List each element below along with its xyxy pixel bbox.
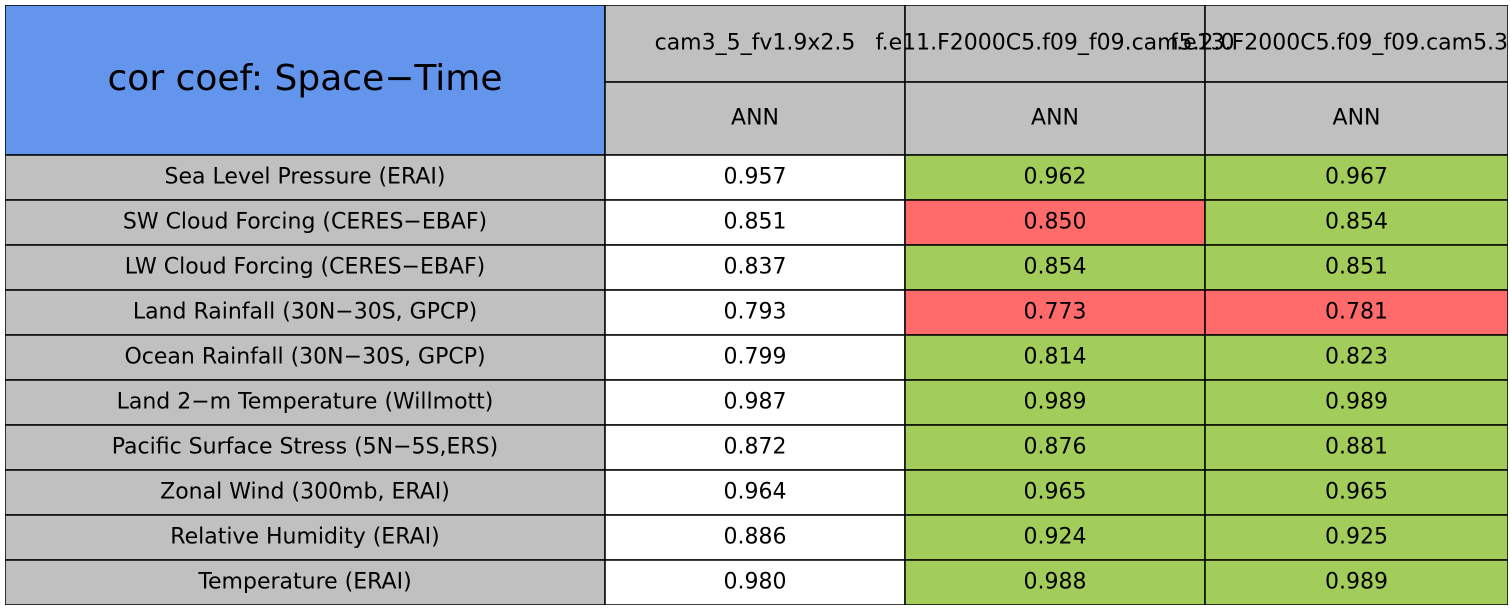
- row-label: Ocean Rainfall (30N−30S, GPCP): [124, 345, 485, 370]
- cell-value: 0.799: [724, 345, 787, 370]
- row-label-cell: [5, 199, 606, 246]
- row-label: SW Cloud Forcing (CERES−EBAF): [123, 210, 487, 235]
- cell-value: 0.987: [724, 390, 787, 415]
- row-label-cell: [5, 379, 606, 426]
- cell-value: 0.851: [724, 210, 787, 235]
- value-cell: [604, 334, 906, 381]
- value-cell: [1204, 154, 1508, 201]
- row-label-cell: [5, 469, 606, 516]
- season-header: ANN: [731, 106, 779, 131]
- column-header-cell: [604, 5, 906, 83]
- row-label: Temperature (ERAI): [197, 570, 411, 595]
- cell-value: 0.886: [724, 525, 787, 550]
- value-cell: [604, 199, 906, 246]
- column-header: f.e13.F2000C5.f09_f09.cam5.3.50: [1170, 31, 1510, 56]
- value-cell: [1204, 289, 1508, 336]
- column-header-cell: [904, 5, 1206, 83]
- season-header: ANN: [1333, 106, 1381, 131]
- row-label: Sea Level Pressure (ERAI): [165, 165, 446, 190]
- value-cell: [904, 559, 1206, 605]
- value-cell: [904, 514, 1206, 561]
- row-label: Pacific Surface Stress (5N−5S,ERS): [112, 435, 498, 460]
- cell-value: 0.962: [1024, 165, 1087, 190]
- cell-value: 0.850: [1024, 210, 1087, 235]
- value-cell: [1204, 334, 1508, 381]
- value-cell: [1204, 424, 1508, 471]
- cell-value: 0.854: [1325, 210, 1388, 235]
- column-header-cell: [1204, 5, 1508, 83]
- row-label: Zonal Wind (300mb, ERAI): [160, 480, 450, 505]
- cell-value: 0.989: [1024, 390, 1087, 415]
- cell-value: 0.988: [1024, 570, 1087, 595]
- row-label: Relative Humidity (ERAI): [170, 525, 439, 550]
- cell-value: 0.837: [724, 255, 787, 280]
- cell-value: 0.773: [1024, 300, 1087, 325]
- cell-value: 0.814: [1024, 345, 1087, 370]
- cell-value: 0.964: [724, 480, 787, 505]
- cell-value: 0.967: [1325, 165, 1388, 190]
- value-cell: [904, 469, 1206, 516]
- cell-value: 0.924: [1024, 525, 1087, 550]
- column-header: f.e11.F2000C5.f09_f09.cam5.2.0: [875, 31, 1234, 56]
- row-label-cell: [5, 424, 606, 471]
- value-cell: [604, 469, 906, 516]
- cell-value: 0.854: [1024, 255, 1087, 280]
- column-header: cam3_5_fv1.9x2.5: [655, 31, 856, 56]
- cell-value: 0.965: [1024, 480, 1087, 505]
- cell-value: 0.989: [1325, 570, 1388, 595]
- cell-value: 0.881: [1325, 435, 1388, 460]
- value-cell: [1204, 469, 1508, 516]
- cell-value: 0.989: [1325, 390, 1388, 415]
- cell-value: 0.876: [1024, 435, 1087, 460]
- value-cell: [1204, 244, 1508, 291]
- cell-value: 0.872: [724, 435, 787, 460]
- value-cell: [604, 289, 906, 336]
- table-title: cor coef: Space−Time: [108, 58, 503, 99]
- cell-value: 0.965: [1325, 480, 1388, 505]
- row-label: Land Rainfall (30N−30S, GPCP): [133, 300, 477, 325]
- value-cell: [1204, 559, 1508, 605]
- cell-value: 0.781: [1325, 300, 1388, 325]
- cell-value: 0.980: [724, 570, 787, 595]
- cell-value: 0.823: [1325, 345, 1388, 370]
- value-cell: [904, 379, 1206, 426]
- value-cell: [1204, 379, 1508, 426]
- cell-value: 0.793: [724, 300, 787, 325]
- value-cell: [604, 514, 906, 561]
- cell-value: 0.925: [1325, 525, 1388, 550]
- value-cell: [604, 559, 906, 605]
- value-cell: [904, 154, 1206, 201]
- value-cell: [604, 154, 906, 201]
- season-header: ANN: [1031, 106, 1079, 131]
- value-cell: [1204, 514, 1508, 561]
- title-cell: [5, 5, 606, 156]
- row-label: Land 2−m Temperature (Willmott): [117, 390, 494, 415]
- cell-value: 0.851: [1325, 255, 1388, 280]
- row-label: LW Cloud Forcing (CERES−EBAF): [125, 255, 486, 280]
- season-header-cell: [1204, 81, 1508, 156]
- cell-value: 0.957: [724, 165, 787, 190]
